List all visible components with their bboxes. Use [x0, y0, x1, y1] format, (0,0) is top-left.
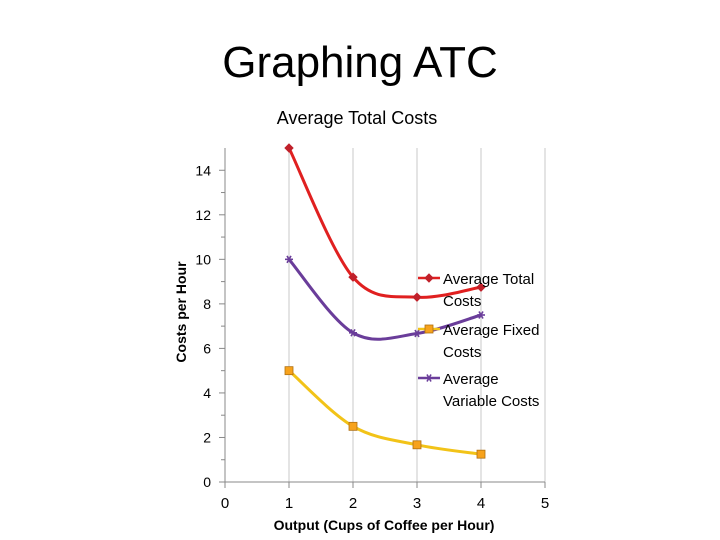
data-point [476, 449, 486, 459]
series-line-2 [287, 258, 482, 341]
star-stroke [414, 329, 420, 338]
y-tick-label: 0 [203, 474, 211, 490]
data-point [476, 282, 486, 292]
y-tick-label: 12 [195, 207, 211, 223]
y-axis-title: Costs per Hour [173, 261, 189, 363]
x-tick-label: 3 [413, 495, 421, 512]
data-point [477, 311, 485, 319]
x-tick-label: 5 [541, 495, 549, 512]
star-stroke [478, 311, 484, 319]
x-tick-label: 0 [221, 495, 229, 512]
data-point [412, 292, 422, 302]
x-tick-label: 4 [477, 495, 485, 512]
y-tick-label: 6 [203, 340, 211, 356]
chart-title: Average Total Costs [277, 108, 437, 128]
y-tick-label: 14 [195, 162, 211, 178]
data-point [349, 328, 357, 337]
legend-marker [424, 324, 434, 334]
x-tick-labels: 0 1 2 3 4 5 [221, 495, 549, 512]
y-tick-label: 8 [203, 296, 211, 312]
legend-marker [424, 273, 434, 283]
series-line-0 [287, 147, 482, 299]
series-line-1 [288, 369, 482, 456]
legend-label: Average [443, 371, 499, 388]
star-stroke [426, 374, 432, 382]
data-point [413, 329, 421, 338]
y-tick-label: 2 [203, 429, 211, 445]
x-axis-title: Output (Cups of Coffee per Hour) [274, 517, 495, 533]
data-point [348, 421, 358, 431]
axes [219, 148, 546, 488]
star-stroke [350, 328, 356, 337]
legend-label: Average Total [443, 271, 534, 288]
data-point [412, 440, 422, 450]
x-tick-label: 2 [349, 495, 357, 512]
legend-label: Average Fixed [443, 322, 539, 339]
grid [288, 148, 546, 482]
data-point [348, 272, 358, 282]
series-layer [284, 143, 486, 459]
y-tick-label: 10 [195, 251, 211, 267]
data-point [284, 143, 294, 153]
y-tick-labels: 0 2 4 6 8 10 12 14 [195, 162, 211, 490]
x-tick-label: 1 [285, 495, 293, 512]
data-point [285, 255, 293, 264]
data-point [284, 366, 294, 376]
legend-label: Costs [443, 293, 481, 310]
star-stroke [286, 255, 292, 264]
legend-marker [425, 374, 433, 382]
legend-label: Variable Costs [443, 393, 539, 410]
slide-title: Graphing ATC [222, 38, 498, 87]
y-tick-label: 4 [203, 385, 211, 401]
legend: Average Total Costs Average Fixed Costs Aver… [418, 271, 539, 410]
legend-label: Costs [443, 344, 481, 361]
